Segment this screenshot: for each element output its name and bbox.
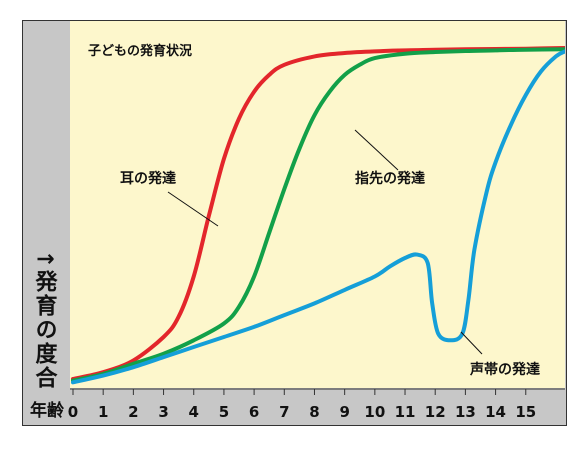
annotation-ear: 耳の発達 (120, 170, 176, 187)
x-tick-label: 12 (425, 403, 446, 421)
x-tick-label: 3 (158, 403, 168, 421)
x-tick-label: 5 (219, 403, 229, 421)
leader-line-voice (460, 331, 483, 355)
annotations: 耳の発達 指先の発達 声帯の発達 (120, 170, 540, 378)
x-tick-label: 14 (485, 403, 506, 421)
annotation-finger: 指先の発達 (355, 170, 425, 187)
x-tick-label: 0 (68, 403, 78, 421)
x-tick-label: 2 (128, 403, 138, 421)
x-tick-label: 6 (249, 403, 259, 421)
leader-line-ear (167, 191, 219, 227)
annotation-voice: 声帯の発達 (469, 361, 540, 378)
x-tick-label: 9 (339, 403, 349, 421)
x-tick-label: 13 (455, 403, 476, 421)
series-line-ear (71, 46, 565, 381)
x-ticks: 0 1 2 3 4 5 6 7 8 9 10 11 12 13 14 15 (68, 389, 536, 421)
x-tick-label: 4 (189, 403, 199, 421)
series-line-finger (71, 47, 565, 383)
x-tick-label: 10 (364, 403, 385, 421)
series-line-voice (71, 49, 565, 385)
y-axis-label-text: ↑発育の度合 (32, 250, 59, 390)
x-tick-label: 15 (515, 403, 536, 421)
x-tick-label: 8 (309, 403, 319, 421)
x-tick-label: 1 (98, 403, 108, 421)
chart-title: 子どもの発育状況 (88, 43, 192, 59)
x-axis-label: 年齢 (30, 400, 65, 421)
leader-line-finger (354, 129, 399, 171)
x-tick-label: 7 (279, 403, 289, 421)
x-tick-label: 11 (395, 403, 416, 421)
series-layer (71, 46, 565, 385)
y-axis-label: ↑発育の度合 (32, 250, 59, 390)
